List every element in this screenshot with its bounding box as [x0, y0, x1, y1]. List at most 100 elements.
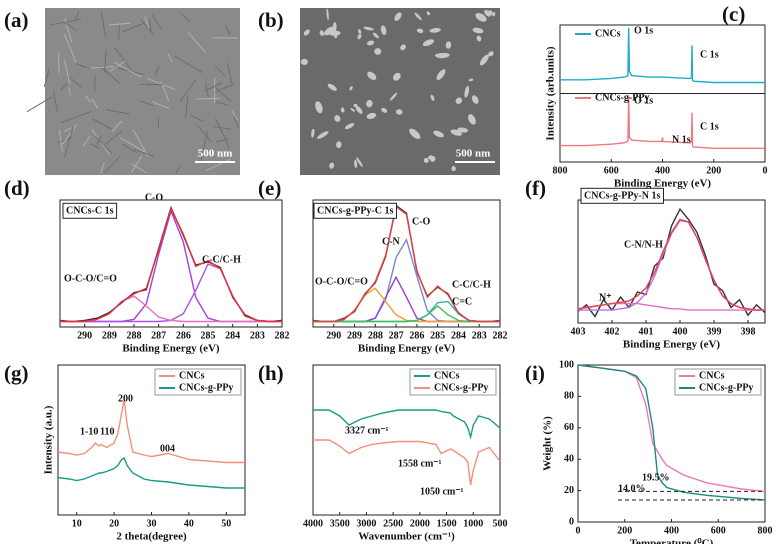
- particle: [426, 11, 431, 16]
- y-tick-label: 60: [564, 422, 574, 433]
- particle: [380, 25, 387, 35]
- particle: [357, 34, 362, 40]
- x-tick-label: 400: [673, 326, 688, 337]
- fiber: [200, 131, 208, 162]
- x-tick-label: 3500: [330, 518, 350, 529]
- fiber: [214, 65, 226, 77]
- panel-label: (c): [722, 2, 745, 26]
- fiber: [49, 18, 82, 26]
- particle: [354, 159, 358, 168]
- annotation: C 1s: [700, 121, 719, 132]
- fiber: [100, 65, 121, 85]
- title-box: [62, 202, 118, 219]
- fiber: [64, 18, 73, 43]
- fiber: [57, 137, 72, 144]
- fiber: [227, 62, 233, 84]
- annotation: C-C/C-H: [452, 279, 491, 290]
- x-axis-label: Binding Energy (eV): [614, 178, 712, 190]
- series-line: [313, 409, 501, 440]
- x-axis-label: Temperature (⁰C): [630, 538, 714, 544]
- fiber: [140, 100, 154, 107]
- panel-label: (d): [4, 176, 30, 200]
- x-tick-label: 800: [553, 165, 568, 176]
- series-line: [313, 305, 500, 323]
- legend-label: CNCs: [595, 28, 621, 39]
- fiber: [62, 123, 78, 145]
- x-tick-label: 289: [102, 330, 117, 341]
- annotation: C 1s: [700, 49, 719, 60]
- x-tick-label: 284: [225, 330, 240, 341]
- y-tick-label: 100: [559, 359, 574, 370]
- particle: [429, 155, 436, 162]
- fiber: [216, 138, 230, 143]
- annotation: O 1s: [634, 95, 653, 106]
- particle: [434, 52, 449, 58]
- fiber: [131, 155, 143, 173]
- legend-box: [409, 368, 497, 396]
- fiber: [119, 137, 145, 153]
- y-tick-label: 0: [569, 516, 574, 527]
- scale-bar-label: 500 nm: [456, 148, 491, 160]
- x-tick-label: 2500: [383, 518, 403, 529]
- x-tick-label: 399: [707, 326, 722, 337]
- x-tick-label: 283: [250, 330, 265, 341]
- fiber: [213, 85, 232, 103]
- particle: [423, 157, 429, 163]
- x-tick-label: 285: [430, 330, 445, 341]
- fiber: [131, 163, 148, 174]
- x-tick-label: 400: [664, 525, 679, 536]
- panel-label: (h): [258, 361, 284, 385]
- legend-label: CNCs: [179, 370, 205, 381]
- x-tick-label: 287: [151, 330, 166, 341]
- annotation: C-C/C-H: [202, 254, 241, 265]
- particle: [358, 29, 362, 35]
- x-tick-label: 800: [758, 525, 773, 536]
- x-tick-label: 200: [617, 525, 632, 536]
- panel-label: (g): [4, 361, 29, 385]
- series-line: [57, 456, 245, 489]
- annotation: 004: [160, 443, 175, 454]
- particle: [372, 32, 379, 39]
- annotation: 1050 cm⁻¹: [420, 486, 464, 497]
- series-line: [60, 208, 282, 323]
- particle: [344, 123, 355, 130]
- particle: [455, 97, 463, 104]
- fiber: [100, 162, 105, 174]
- particle: [414, 12, 422, 21]
- x-tick-label: 282: [493, 330, 508, 341]
- legend-label: CNCs-g-PPy: [699, 382, 753, 393]
- fiber: [111, 120, 123, 132]
- x-tick-label: 500: [493, 518, 508, 529]
- fiber: [118, 25, 120, 40]
- legend-label: CNCs-g-PPy: [434, 382, 488, 393]
- particle: [350, 108, 355, 112]
- annotation: 1558 cm⁻¹: [398, 458, 442, 469]
- particle: [409, 128, 421, 139]
- particle: [363, 26, 374, 31]
- series-line: [313, 205, 500, 323]
- particle: [340, 107, 345, 113]
- particle: [317, 131, 329, 139]
- x-tick-label: 1500: [437, 518, 457, 529]
- annotation: C-N: [382, 236, 401, 247]
- y-axis-label: Weight (%): [542, 416, 554, 471]
- fiber: [61, 111, 92, 124]
- annotation: 110: [100, 426, 114, 437]
- x-tick-label: 401: [639, 326, 654, 337]
- y-tick-label: 80: [564, 391, 574, 402]
- particle: [303, 29, 310, 36]
- plot-frame: [577, 199, 766, 324]
- plot-frame: [59, 199, 283, 328]
- x-tick-label: 286: [176, 330, 191, 341]
- fiber: [68, 87, 72, 96]
- particle: [389, 92, 398, 101]
- annotation: O-C-O/C=O: [64, 273, 117, 284]
- x-tick-label: 288: [127, 330, 142, 341]
- x-tick-label: 400: [655, 165, 670, 176]
- series-line: [60, 206, 282, 323]
- x-tick-label: 282: [275, 330, 290, 341]
- particle: [475, 12, 487, 22]
- particle: [374, 48, 382, 55]
- particle: [355, 105, 363, 114]
- x-tick-label: 286: [409, 330, 424, 341]
